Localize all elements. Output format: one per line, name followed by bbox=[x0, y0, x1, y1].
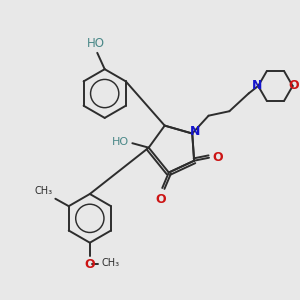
Text: HO: HO bbox=[112, 137, 129, 147]
Text: O: O bbox=[213, 151, 223, 164]
Text: O: O bbox=[155, 193, 166, 206]
Text: HO: HO bbox=[87, 37, 105, 50]
Text: CH₃: CH₃ bbox=[35, 186, 53, 197]
Text: O: O bbox=[85, 259, 95, 272]
Text: CH₃: CH₃ bbox=[101, 259, 119, 269]
Text: O: O bbox=[289, 80, 299, 92]
Text: N: N bbox=[189, 125, 200, 138]
Text: N: N bbox=[252, 80, 262, 92]
